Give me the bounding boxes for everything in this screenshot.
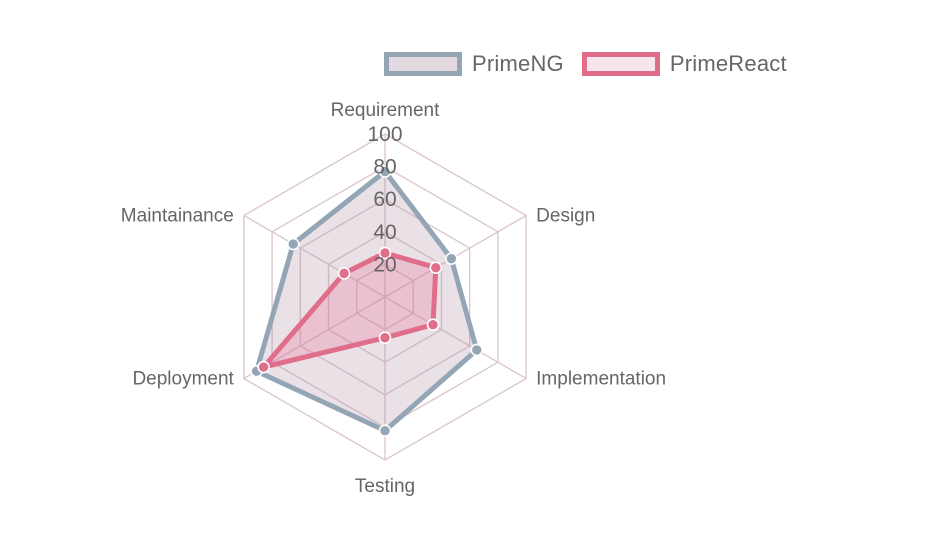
chart-legend: PrimeNG PrimeReact: [384, 51, 805, 77]
data-point-primereact-1: [378, 246, 392, 260]
point-label-testing: Testing: [355, 476, 415, 497]
legend-label-primeng: PrimeNG: [472, 51, 564, 76]
legend-item-primeng[interactable]: PrimeNG: [384, 51, 564, 77]
data-point-primereact-3: [426, 318, 440, 332]
data-point-primeng-2: [445, 252, 458, 265]
point-label-requirement: Requirement: [331, 100, 440, 121]
data-point-primereact-4: [378, 331, 392, 345]
angle-line-3: [384, 296, 527, 380]
data-point-primeng-4: [378, 424, 392, 437]
data-point-primeng-3: [470, 343, 484, 357]
tick-label-40: 40: [373, 221, 396, 244]
point-label-implementation: Implementation: [536, 369, 666, 390]
radar-tick-labels: 20 40 60 80 100: [367, 123, 402, 276]
angle-line-6: [243, 214, 386, 298]
data-point-primereact-5: [257, 360, 270, 374]
tick-label-20: 20: [373, 253, 396, 276]
data-point-primeng-6: [286, 237, 300, 251]
legend-item-primereact[interactable]: PrimeReact: [581, 51, 787, 77]
data-point-primeng-1: [378, 165, 392, 178]
legend-label-primereact: PrimeReact: [669, 51, 787, 76]
data-point-primereact-6: [337, 267, 351, 280]
point-label-maintainance: Maintainance: [121, 206, 234, 227]
point-label-design: Design: [536, 206, 595, 227]
radar-series: [250, 165, 484, 437]
tick-label-100: 100: [367, 123, 402, 146]
legend-swatch-primereact: [581, 52, 660, 76]
radar-point-labels: Requirement Design Implementation Testing De…: [121, 100, 666, 497]
tick-label-80: 80: [373, 156, 396, 179]
point-label-deployment: Deployment: [132, 369, 234, 390]
data-point-primereact-2: [429, 261, 443, 274]
legend-swatch-primeng: [384, 52, 462, 76]
tick-label-60: 60: [373, 188, 396, 211]
